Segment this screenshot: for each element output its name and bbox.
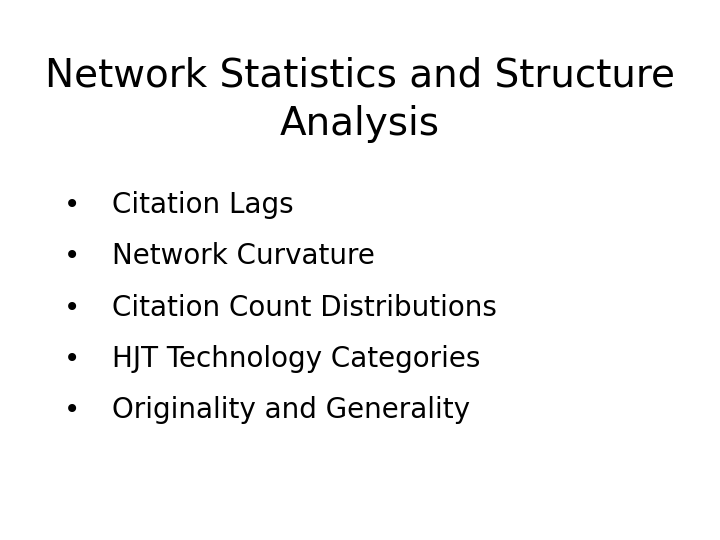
Text: Network Statistics and Structure: Network Statistics and Structure <box>45 57 675 94</box>
Text: Originality and Generality: Originality and Generality <box>112 396 469 424</box>
Text: •: • <box>64 294 80 322</box>
Text: HJT Technology Categories: HJT Technology Categories <box>112 345 480 373</box>
Text: •: • <box>64 242 80 271</box>
Text: Citation Count Distributions: Citation Count Distributions <box>112 294 497 322</box>
Text: Analysis: Analysis <box>280 105 440 143</box>
Text: Citation Lags: Citation Lags <box>112 191 293 219</box>
Text: •: • <box>64 396 80 424</box>
Text: Network Curvature: Network Curvature <box>112 242 374 271</box>
Text: •: • <box>64 191 80 219</box>
Text: •: • <box>64 345 80 373</box>
